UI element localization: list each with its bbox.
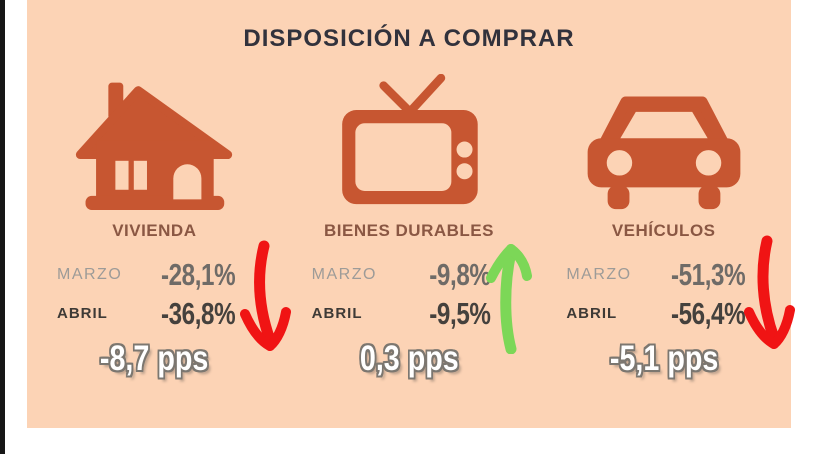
column-vehiculos: VEHÍCULOS MARZO -51,3% ABRIL -56,4% -5,1… — [536, 61, 791, 379]
pps-change-value: -8,7 pps — [100, 339, 209, 378]
stats-bienes-durables: MARZO -9,8% ABRIL -9,5% — [282, 255, 537, 333]
stats-vivienda: MARZO -28,1% ABRIL -36,8% — [27, 255, 282, 333]
month-label: MARZO — [566, 265, 632, 283]
stat-row-abril: ABRIL -56,4% — [566, 294, 745, 333]
pps-wrap: 0,3 pps — [349, 339, 470, 379]
pps-change-value: 0,3 pps — [359, 339, 459, 378]
pps-wrap: -5,1 pps — [598, 339, 730, 379]
stat-value: -51,3% — [670, 256, 746, 292]
stat-value: -9,8% — [429, 256, 491, 292]
stat-row-marzo: MARZO -28,1% — [57, 255, 236, 294]
pps-change-value: -5,1 pps — [609, 339, 718, 378]
trend-down-arrow-icon — [743, 235, 795, 353]
column-vivienda: VIVIENDA MARZO -28,1% ABRIL -36,8% -8,7 … — [27, 61, 282, 379]
stat-row-marzo: MARZO -9,8% — [312, 255, 491, 294]
month-label: MARZO — [57, 265, 123, 283]
month-label: ABRIL — [566, 305, 618, 322]
tv-icon — [329, 61, 489, 211]
left-edge-bar — [0, 0, 5, 454]
stat-value: -56,4% — [670, 295, 746, 331]
page-title: DISPOSICIÓN A COMPRAR — [243, 25, 575, 52]
stat-value: -36,8% — [161, 295, 236, 331]
pps-wrap: -8,7 pps — [88, 339, 220, 379]
month-label: MARZO — [311, 265, 377, 283]
month-label: ABRIL — [311, 305, 363, 322]
category-columns: VIVIENDA MARZO -28,1% ABRIL -36,8% -8,7 … — [27, 61, 791, 379]
category-label: VEHÍCULOS — [611, 221, 716, 240]
category-label: VIVIENDA — [112, 221, 197, 240]
category-label: BIENES DURABLES — [324, 221, 494, 240]
stat-value: -28,1% — [161, 256, 236, 292]
house-icon — [75, 61, 233, 211]
stat-row-marzo: MARZO -51,3% — [566, 255, 745, 294]
month-label: ABRIL — [57, 305, 108, 322]
trend-up-arrow-icon — [485, 242, 533, 354]
stats-vehiculos: MARZO -51,3% ABRIL -56,4% — [536, 255, 791, 333]
infographic-panel: DISPOSICIÓN A COMPRAR — [27, 0, 795, 428]
car-icon — [582, 61, 746, 211]
stat-row-abril: ABRIL -9,5% — [312, 294, 491, 333]
column-bienes-durables: BIENES DURABLES MARZO -9,8% ABRIL -9,5% … — [282, 61, 537, 379]
trend-down-arrow-icon — [239, 240, 291, 355]
stat-row-abril: ABRIL -36,8% — [57, 294, 236, 333]
stat-value: -9,5% — [429, 295, 491, 331]
